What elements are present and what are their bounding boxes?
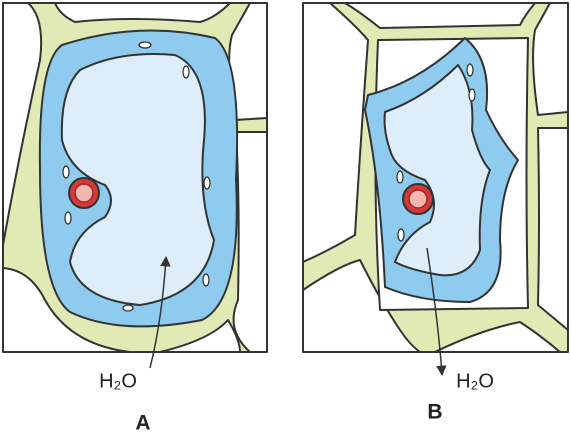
arrow-in bbox=[149, 255, 171, 369]
panel-label: A bbox=[135, 412, 150, 435]
frame-a bbox=[2, 2, 268, 353]
frame-b bbox=[302, 2, 569, 353]
panel-a bbox=[3, 3, 267, 352]
water-label: H₂O bbox=[456, 370, 494, 392]
water-label: H₂O bbox=[99, 370, 137, 392]
arrow-out bbox=[426, 247, 447, 377]
panel-b bbox=[303, 3, 568, 352]
panel-label: B bbox=[427, 401, 442, 424]
